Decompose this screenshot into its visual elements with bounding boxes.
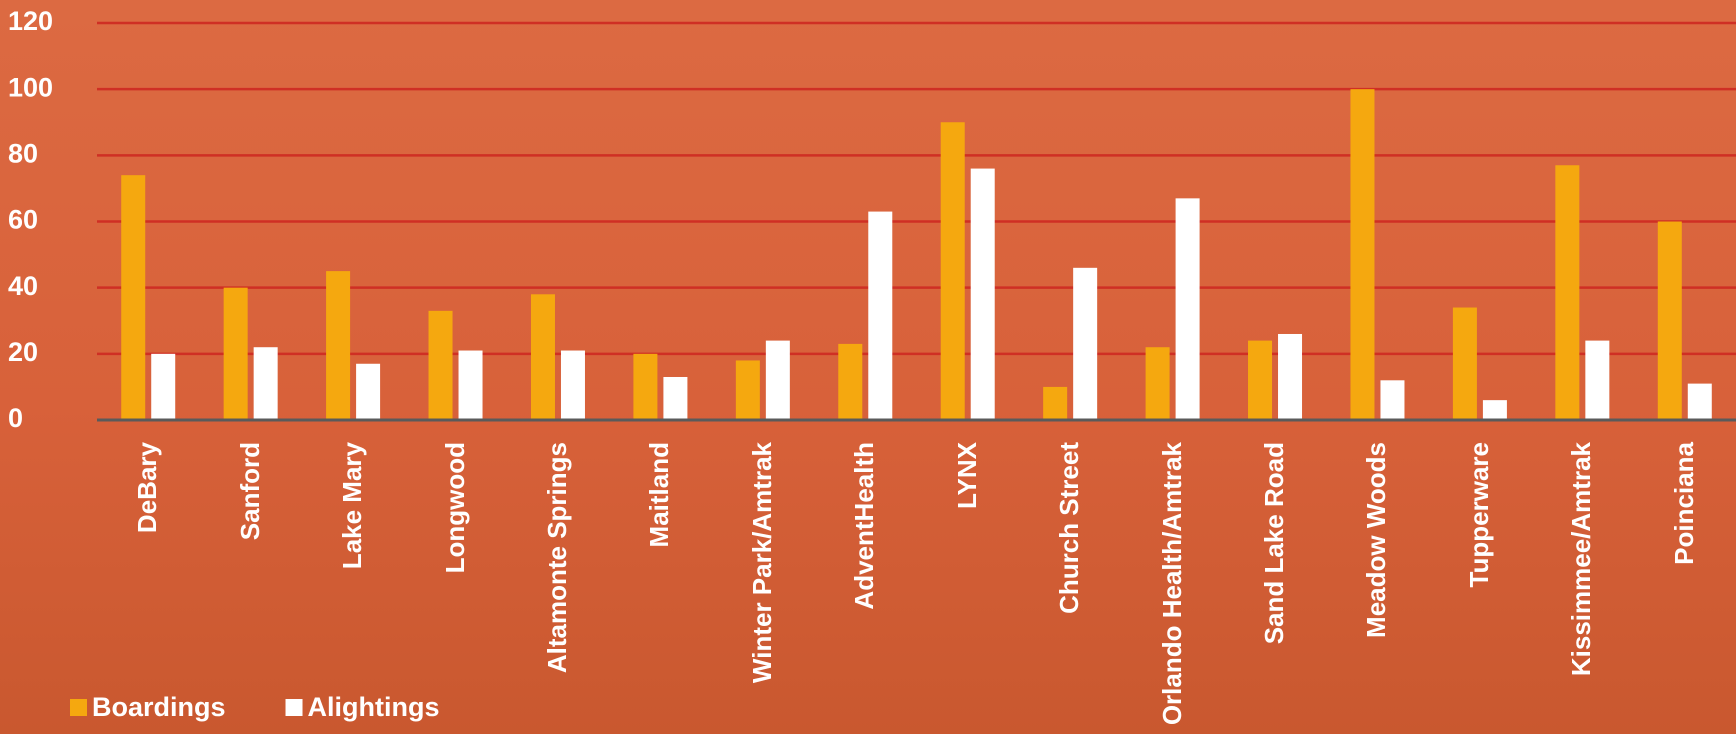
- bar: [1350, 89, 1375, 421]
- bar: [1687, 383, 1712, 420]
- legend-label: Boardings: [92, 692, 226, 722]
- bar: [121, 175, 146, 420]
- x-tick-label: Orlando Health/Amtrak: [1156, 442, 1187, 726]
- y-tick-label: 120: [8, 6, 53, 36]
- x-tick-label: Poinciana: [1668, 442, 1699, 565]
- bar: [560, 350, 585, 420]
- bar: [1043, 386, 1068, 420]
- bar: [1380, 380, 1405, 420]
- legend-swatch: [70, 699, 87, 716]
- x-tick-label: Sand Lake Road: [1259, 442, 1290, 645]
- bar: [326, 271, 351, 420]
- bar: [530, 294, 555, 420]
- bar: [868, 211, 893, 420]
- x-tick-label: Tupperware: [1463, 442, 1494, 588]
- x-tick-label: Longwood: [439, 442, 470, 574]
- bar: [253, 347, 278, 420]
- bar: [1657, 221, 1682, 420]
- x-tick-label: Church Street: [1054, 442, 1085, 614]
- bar: [735, 360, 760, 420]
- x-tick-label: Meadow Woods: [1361, 442, 1392, 638]
- y-tick-label: 40: [8, 271, 38, 301]
- x-tick-label: Kissimmee/Amtrak: [1566, 442, 1597, 677]
- bar: [1555, 165, 1580, 420]
- bar: [458, 350, 483, 420]
- x-tick-label: Altamonte Springs: [542, 442, 573, 674]
- y-tick-label: 60: [8, 205, 38, 235]
- bar: [1482, 400, 1507, 420]
- bar: [765, 340, 790, 420]
- x-tick-label: Maitland: [644, 442, 675, 548]
- bar: [1452, 307, 1477, 420]
- bar: [1585, 340, 1610, 420]
- bar: [151, 353, 176, 420]
- y-tick-label: 0: [8, 403, 23, 433]
- y-tick-label: 100: [8, 72, 53, 102]
- bar: [1175, 198, 1200, 420]
- bar: [940, 122, 965, 420]
- x-tick-label: DeBary: [132, 442, 163, 534]
- bar: [223, 287, 248, 420]
- bar: [356, 363, 381, 420]
- x-tick-label: AdventHealth: [849, 442, 880, 610]
- bar: [428, 310, 453, 420]
- bar: [1073, 267, 1098, 420]
- x-tick-label: Winter Park/Amtrak: [746, 442, 777, 684]
- y-tick-label: 20: [8, 337, 38, 367]
- bar: [838, 343, 863, 420]
- bar: [1248, 340, 1273, 420]
- legend-swatch: [285, 699, 303, 716]
- x-tick-label: LYNX: [951, 442, 982, 509]
- bar: [1278, 333, 1303, 420]
- bar: [970, 168, 995, 420]
- x-tick-label: Sanford: [234, 442, 265, 541]
- bar: [1145, 347, 1170, 420]
- legend-label: Alightings: [308, 692, 440, 722]
- bar: [663, 376, 688, 420]
- y-tick-label: 80: [8, 138, 38, 168]
- bar: [633, 353, 658, 420]
- x-tick-label: Lake Mary: [337, 442, 368, 570]
